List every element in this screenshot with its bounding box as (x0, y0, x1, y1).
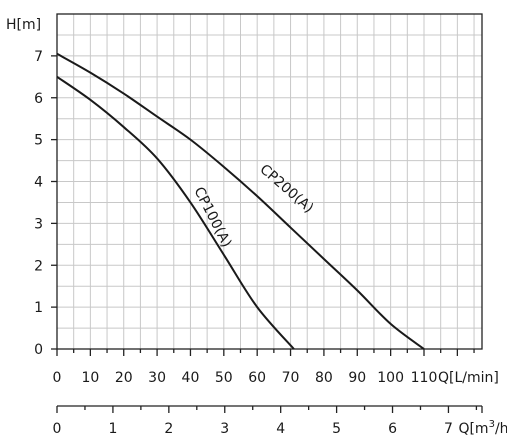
x-axis: 0 10 20 30 40 50 60 70 80 90 100 110 (53, 349, 475, 386)
y-tick-label: 3 (34, 216, 43, 232)
secondary-x-tick-label: 7 (444, 421, 453, 437)
secondary-x-axis-label-main: Q[m (458, 421, 488, 437)
secondary-x-tick-label: 0 (53, 421, 62, 437)
x-tick-label: 30 (148, 370, 166, 386)
y-tick-label: 5 (34, 133, 43, 149)
x-tick-label: 20 (115, 370, 133, 386)
y-tick-label: 1 (34, 300, 43, 316)
series-line (56, 52, 425, 350)
secondary-x-tick-label: 1 (108, 421, 117, 437)
secondary-x-tick-label: 4 (276, 421, 285, 437)
secondary-x-axis-label-tail: /h] (495, 421, 507, 437)
secondary-x-tick-label: 5 (332, 421, 341, 437)
x-tick-label: 100 (377, 370, 404, 386)
series-label: CP100(A) (190, 185, 234, 251)
secondary-x-tick-label: 2 (164, 421, 173, 437)
y-tick-label: 6 (34, 91, 43, 107)
x-tick-label: 70 (282, 370, 300, 386)
series-line (56, 75, 295, 350)
y-tick-label: 2 (34, 258, 43, 274)
grid (57, 14, 482, 349)
x-tick-label: 90 (348, 370, 366, 386)
secondary-x-axis-label-sup: 3 (489, 419, 495, 430)
x-tick-label: 40 (182, 370, 200, 386)
x-tick-label: 10 (81, 370, 99, 386)
secondary-x-axis: 0 1 2 3 4 5 6 7 (53, 405, 483, 437)
x-tick-label: 80 (315, 370, 333, 386)
x-axis-label: Q[L/min] (438, 370, 499, 386)
y-tick-label: 0 (34, 342, 43, 358)
y-tick-label: 4 (34, 175, 43, 191)
y-axis: 0 1 2 3 4 5 6 7 (34, 49, 57, 358)
x-tick-label: 50 (215, 370, 233, 386)
x-tick-label: 0 (53, 370, 62, 386)
secondary-x-tick-label: 6 (388, 421, 397, 437)
x-tick-label: 110 (411, 370, 438, 386)
y-axis-label: H[m] (6, 17, 41, 33)
secondary-x-tick-label: 3 (220, 421, 229, 437)
secondary-x-axis-label: Q[m3/h] (458, 419, 507, 437)
x-tick-label: 60 (248, 370, 266, 386)
y-tick-label: 7 (34, 49, 43, 65)
